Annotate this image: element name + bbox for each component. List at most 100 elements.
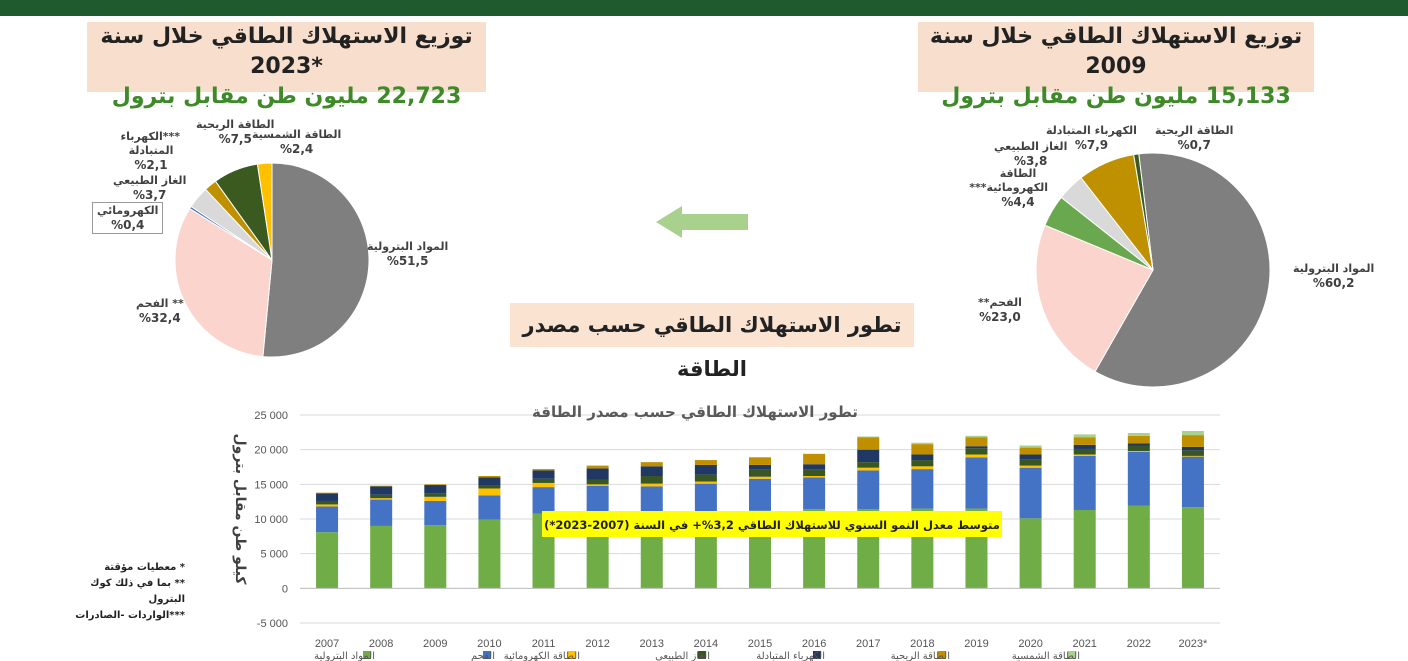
- bar-segment: [694, 474, 717, 482]
- bar-segment: [532, 482, 555, 488]
- bar-segment: [1019, 459, 1042, 466]
- bar-segment: [316, 500, 339, 505]
- bar-segment: [857, 470, 880, 510]
- bar-segment: [857, 462, 880, 468]
- pie2009-label-hydro: الطاقة الكهرومائية*** %4,4: [969, 167, 1048, 209]
- pie2009-label-coal: الفحم** %23,0: [978, 296, 1022, 324]
- footnote-provisional: * معطيات مؤقتة: [104, 562, 185, 573]
- bar-segment: [1073, 454, 1096, 456]
- bar-segment: [694, 483, 717, 514]
- bar-segment: [1181, 430, 1204, 436]
- bar-segment: [370, 499, 393, 526]
- bar-segment: [586, 468, 609, 480]
- bar-segment: [478, 519, 501, 589]
- pie2023-label-hydro: الكهرومائي %0,4: [92, 202, 164, 234]
- x-tick-label: 2017: [856, 638, 880, 650]
- legend-label: المواد البترولية: [314, 651, 375, 661]
- bar-segment: [1019, 467, 1042, 519]
- legend-label: الطاقة الكهرومائية: [504, 651, 580, 661]
- legend-label: الفحم: [471, 651, 495, 661]
- bar-segment: [586, 479, 609, 485]
- bar-segment: [370, 525, 393, 589]
- bar-segment: [424, 484, 447, 486]
- bar-segment: [478, 488, 501, 496]
- bar-segment: [1073, 437, 1096, 445]
- pie2023-label-petroleum: المواد البترولية %51,5: [367, 240, 449, 268]
- pie2009-label-wind: الطاقة الريحية %0,7: [1155, 124, 1234, 152]
- pie2023-slice-6: [256, 162, 273, 261]
- bar-segment: [370, 498, 393, 500]
- bar-segment: [640, 476, 663, 484]
- bar-segment: [749, 469, 771, 477]
- bar-segment: [316, 492, 339, 494]
- x-tick-label: 2012: [585, 638, 609, 650]
- bar-segment: [532, 478, 555, 483]
- bar-segment: [803, 464, 826, 470]
- pie-chart-2009: [1035, 152, 1271, 388]
- bar-segment: [640, 462, 663, 467]
- bar-segment: [316, 532, 339, 589]
- bar-segment: [965, 437, 988, 447]
- pie2023-slice-1: [174, 207, 273, 358]
- title-box-2009: توزيع الاستهلاك الطاقي خلال سنة 2009 15,…: [918, 22, 1314, 109]
- bar-segment: [370, 485, 393, 487]
- bar-segment: [803, 477, 826, 510]
- bar-segment: [316, 506, 339, 533]
- y-tick-label: -5 000: [257, 618, 288, 630]
- bar-segment: [965, 454, 988, 458]
- x-tick-label: 2009: [423, 638, 447, 650]
- bar-segment: [1181, 446, 1204, 451]
- legend-swatch: [938, 651, 946, 659]
- bar-segment: [749, 478, 771, 511]
- bar-segment: [532, 487, 555, 514]
- bar-segment: [911, 442, 934, 445]
- footnotes: * معطيات مؤقتة ** بما في ذلك كوك البترول…: [55, 560, 185, 624]
- bar-segment: [857, 437, 880, 450]
- top-bar: [0, 0, 1408, 16]
- bar-segment: [640, 466, 663, 477]
- pie2009-label-electricity: الكهرباء المتبادلة %7,9: [1046, 124, 1137, 152]
- bar-segment: [1127, 433, 1150, 436]
- bar-segment: [1127, 445, 1150, 452]
- bar-segment: [803, 476, 826, 478]
- x-tick-label: 2014: [694, 638, 718, 650]
- legend-label: الكهرباء المتبادلة: [756, 651, 825, 661]
- bar-segment: [532, 469, 555, 471]
- y-tick-label: 0: [282, 583, 288, 595]
- bar-segment: [370, 494, 393, 499]
- title-box-2023: توزيع الاستهلاك الطاقي خلال سنة *2023 22…: [87, 22, 486, 109]
- pie2009-slice-5: [1133, 153, 1154, 271]
- bar-chart-title: تطور الاستهلاك الطاقي حسب مصدر الطاقة: [532, 403, 858, 421]
- bar-segment: [1073, 448, 1096, 455]
- y-axis-label: كيلو طن مقابل بترول: [232, 433, 248, 585]
- title-2009-line2: 15,133 مليون طن مقابل بترول: [941, 84, 1291, 109]
- pie2009-slice-0: [1094, 152, 1271, 388]
- bar-segment: [424, 496, 447, 501]
- bar-segment: [749, 464, 771, 470]
- pie2023-label-gas: الغاز الطبيعي %3,7: [113, 174, 187, 202]
- pie2009-label-petroleum: المواد البترولية %60,2: [1293, 262, 1375, 290]
- bar-segment: [478, 485, 501, 489]
- pie2009-label-gas: الغاز الطبيعي %3,8: [994, 140, 1068, 168]
- legend-swatch: [363, 651, 371, 659]
- x-tick-label: 2011: [532, 638, 556, 650]
- pie2023-label-coal: ** الفحم %32,4: [136, 297, 184, 325]
- legend-label: الطاقة الريحية: [891, 651, 950, 661]
- bar-segment: [1019, 445, 1042, 448]
- x-tick-label: 2019: [964, 638, 988, 650]
- bar-segment: [478, 476, 501, 478]
- bar-segment: [1127, 443, 1150, 446]
- bar-segment: [1019, 518, 1042, 589]
- growth-annotation-text: متوسط معدل النمو السنوي للاستهلاك الطاقي…: [544, 518, 1000, 533]
- bar-segment: [316, 493, 339, 501]
- bar-segment: [803, 453, 826, 465]
- legend-swatch: [698, 651, 706, 659]
- bar-segment: [1073, 434, 1096, 438]
- bar-segment: [640, 486, 663, 515]
- bar-segment: [424, 500, 447, 526]
- legend-label: الطاقة الشمسية: [1012, 651, 1080, 661]
- y-tick-label: 20 000: [254, 445, 288, 457]
- legend-label: الغاز الطبيعي: [655, 651, 710, 661]
- bar-segment: [965, 435, 988, 438]
- bar-segment: [1127, 451, 1150, 506]
